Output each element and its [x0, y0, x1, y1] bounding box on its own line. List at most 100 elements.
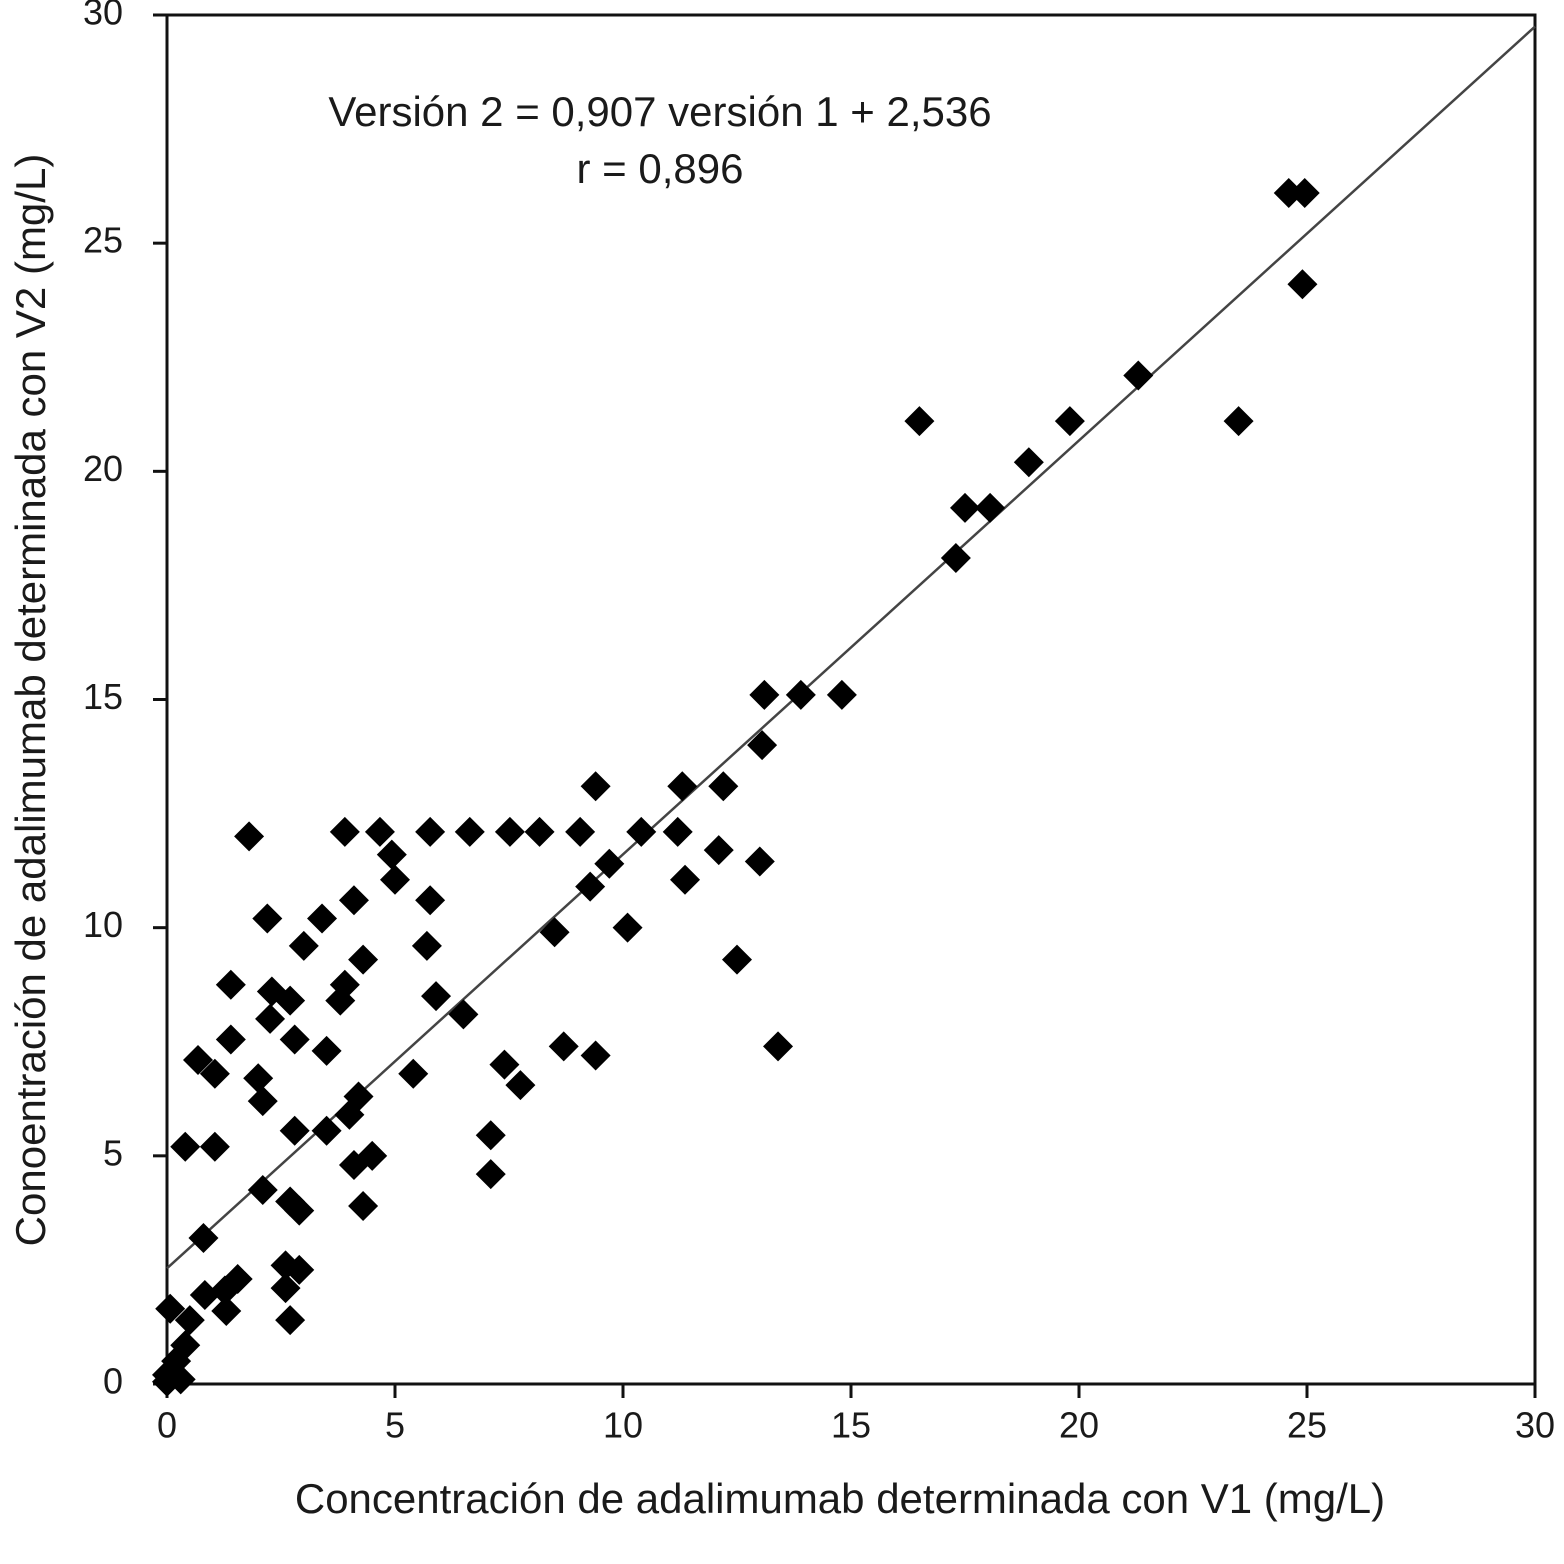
point [325, 985, 356, 1016]
point [454, 816, 485, 847]
point [275, 1305, 306, 1336]
point [270, 1273, 301, 1304]
point [307, 903, 338, 934]
point [183, 1045, 214, 1076]
point [199, 1058, 230, 1089]
y-tick-label: 25 [83, 220, 123, 261]
point [505, 1070, 536, 1101]
point [575, 871, 606, 902]
point [826, 679, 857, 710]
x-tick-label: 30 [1515, 1405, 1555, 1446]
point [475, 1159, 506, 1190]
point [380, 864, 410, 895]
point [749, 679, 780, 710]
point [1223, 406, 1254, 437]
point [565, 816, 596, 847]
point [209, 1275, 240, 1306]
point [155, 1293, 186, 1324]
point [904, 406, 935, 437]
point [275, 985, 306, 1016]
point [489, 1049, 520, 1080]
point [215, 969, 246, 1000]
y-tick-label: 0 [103, 1361, 123, 1402]
point [975, 492, 1006, 523]
point [243, 1063, 274, 1094]
point [703, 835, 734, 866]
point [670, 864, 701, 895]
point [1013, 447, 1044, 478]
point [288, 930, 319, 961]
point [708, 771, 739, 802]
point [785, 679, 816, 710]
y-tick-label: 30 [83, 0, 123, 33]
point [329, 816, 360, 847]
point [348, 944, 379, 975]
point [279, 1115, 310, 1146]
point [376, 839, 407, 870]
point [594, 848, 625, 879]
point [170, 1131, 201, 1162]
regression-line [166, 25, 1536, 1270]
point [1054, 406, 1085, 437]
point [580, 1040, 611, 1071]
x-tick-label: 0 [157, 1405, 177, 1446]
point [334, 1099, 365, 1130]
point [215, 1024, 246, 1055]
point [667, 771, 698, 802]
point [448, 999, 479, 1030]
point [174, 1305, 205, 1336]
point [338, 885, 369, 916]
point [626, 816, 657, 847]
point [580, 771, 611, 802]
point [1123, 360, 1154, 391]
point [415, 885, 446, 916]
point [348, 1191, 379, 1222]
point [1289, 177, 1320, 208]
x-tick-label: 10 [603, 1405, 643, 1446]
point [255, 1003, 286, 1034]
x-tick-label: 20 [1059, 1405, 1099, 1446]
point [524, 816, 555, 847]
y-axis-label: Conoentración de adalimumab determinada … [7, 154, 54, 1247]
point [247, 1175, 278, 1206]
point [747, 730, 778, 761]
x-tick-label: 25 [1287, 1405, 1327, 1446]
point [188, 1222, 219, 1253]
point [252, 903, 283, 934]
point [415, 816, 446, 847]
x-tick-label: 5 [385, 1405, 405, 1446]
point [950, 492, 980, 523]
point [189, 1280, 220, 1311]
point [548, 1031, 579, 1062]
point [411, 930, 442, 961]
point [612, 912, 643, 943]
point [199, 1131, 230, 1162]
point [475, 1120, 506, 1151]
point [494, 816, 525, 847]
point [1273, 177, 1304, 208]
point [940, 543, 971, 574]
point [1287, 269, 1318, 300]
point [662, 816, 693, 847]
x-axis-label: Concentración de adalimumab determinada … [295, 1475, 1385, 1522]
point [357, 1140, 388, 1171]
point [744, 846, 775, 877]
y-tick-label: 20 [83, 448, 123, 489]
point [311, 1115, 342, 1146]
point [211, 1295, 242, 1326]
point [247, 1086, 278, 1117]
point [152, 1366, 182, 1397]
point [364, 816, 395, 847]
point [539, 917, 570, 948]
annotation: r = 0,896 [577, 145, 744, 192]
point [421, 981, 452, 1012]
point [234, 821, 265, 852]
annotation: Versión 2 = 0,907 versión 1 + 2,536 [328, 88, 991, 135]
y-tick-label: 15 [83, 676, 123, 717]
x-tick-label: 15 [831, 1405, 871, 1446]
point [284, 1195, 315, 1226]
point [722, 944, 752, 975]
point [398, 1058, 429, 1089]
point [763, 1031, 794, 1062]
